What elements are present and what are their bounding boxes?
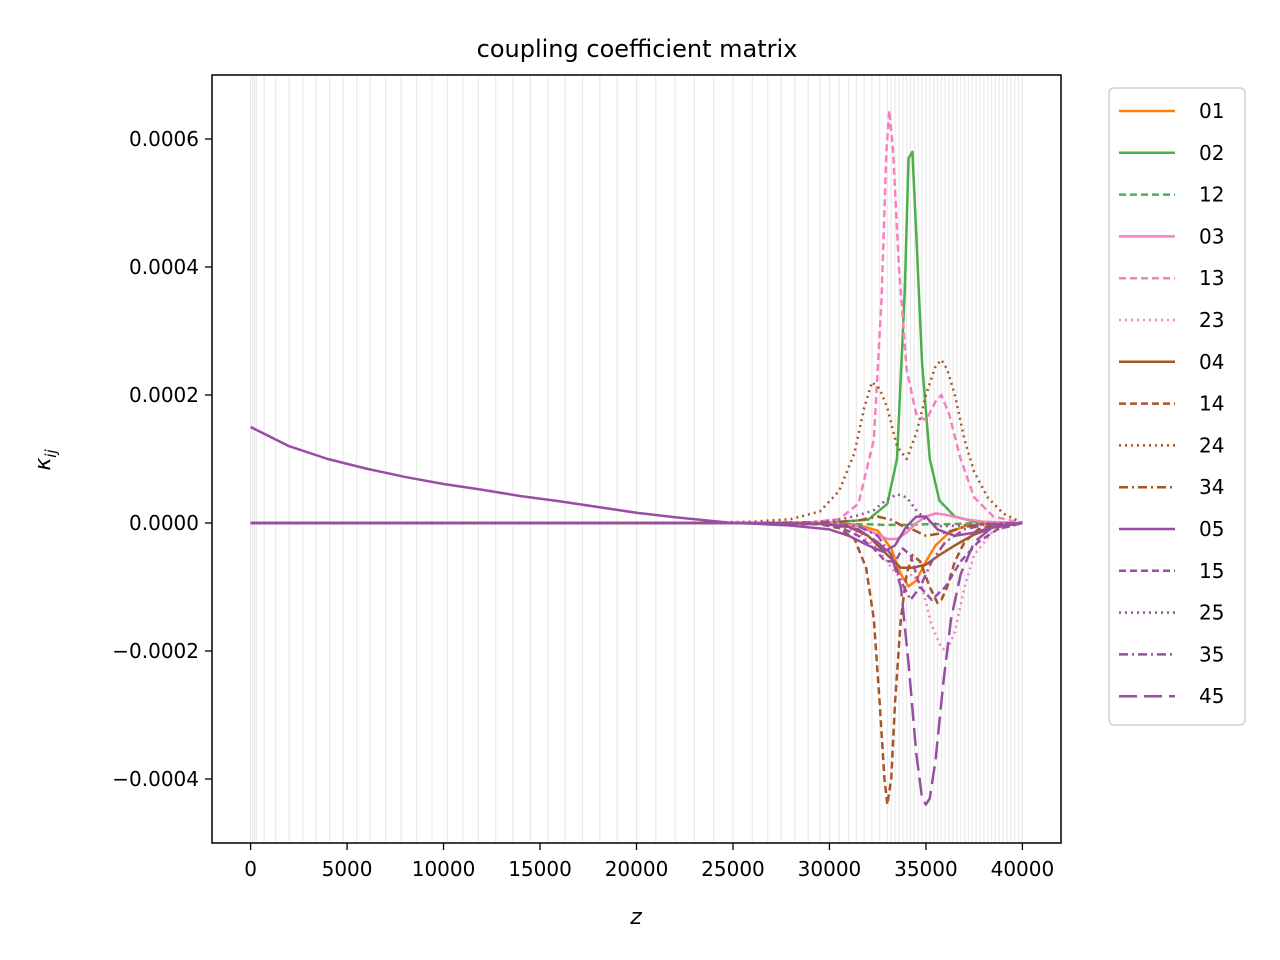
legend-label-45: 45 bbox=[1199, 684, 1224, 708]
legend-label-15: 15 bbox=[1199, 559, 1224, 583]
legend: 01 02 12 03 13 23 04 14 24 34 05 15 25 35 45 bbox=[1108, 87, 1246, 726]
legend-box bbox=[1108, 87, 1246, 726]
plot-inner bbox=[249, 75, 1024, 843]
legend-label-01: 01 bbox=[1199, 99, 1224, 123]
x-tick-label: 5000 bbox=[322, 857, 373, 881]
x-tick-label: 10000 bbox=[412, 857, 476, 881]
axes: 0 5000 10000 15000 20000 25000 30000 35000 40000… bbox=[112, 74, 1062, 881]
y-tick-label: 0.0002 bbox=[129, 383, 199, 407]
series-line-03 bbox=[250, 512, 1023, 541]
y-tick-label: 0.0006 bbox=[129, 127, 199, 151]
series-line-24 bbox=[250, 358, 1023, 525]
x-tick-label: 35000 bbox=[894, 857, 958, 881]
y-tick-label: 0.0004 bbox=[129, 255, 199, 279]
legend-label-02: 02 bbox=[1199, 141, 1224, 165]
x-tick-label: 20000 bbox=[605, 857, 669, 881]
series-line-02 bbox=[250, 150, 1023, 525]
legend-label-25: 25 bbox=[1199, 601, 1224, 625]
legend-label-13: 13 bbox=[1199, 266, 1224, 290]
x-tick-label: 30000 bbox=[798, 857, 862, 881]
legend-label-03: 03 bbox=[1199, 224, 1224, 248]
series-line-15 bbox=[250, 521, 1023, 602]
y-tick-label: 0.0000 bbox=[129, 511, 199, 535]
x-axis-label: z bbox=[629, 905, 642, 930]
x-tick-label: 15000 bbox=[508, 857, 572, 881]
legend-label-24: 24 bbox=[1199, 433, 1224, 457]
chart-title: coupling coefficient matrix bbox=[477, 35, 798, 63]
plot-area bbox=[249, 75, 1024, 843]
x-tick-label: 25000 bbox=[701, 857, 765, 881]
legend-label-04: 04 bbox=[1199, 350, 1224, 374]
series-line-45 bbox=[250, 521, 1023, 806]
legend-label-05: 05 bbox=[1199, 517, 1224, 541]
x-tick-label: 40000 bbox=[991, 857, 1055, 881]
y-axis-label-subscript: ij bbox=[42, 449, 60, 458]
y-tick-label: −0.0004 bbox=[112, 767, 199, 791]
legend-label-23: 23 bbox=[1199, 308, 1224, 332]
legend-label-35: 35 bbox=[1199, 642, 1224, 666]
svg-text:κij: κij bbox=[31, 449, 60, 471]
x-tick-label: 0 bbox=[244, 857, 257, 881]
series-line-34 bbox=[250, 515, 1023, 538]
legend-label-34: 34 bbox=[1199, 475, 1224, 499]
legend-label-14: 14 bbox=[1199, 392, 1224, 416]
y-axis-label-main: κ bbox=[31, 458, 56, 471]
y-tick-label: −0.0002 bbox=[112, 639, 199, 663]
series-line-13 bbox=[250, 108, 1023, 525]
legend-label-12: 12 bbox=[1199, 183, 1224, 207]
y-axis-label: κij bbox=[31, 449, 60, 471]
